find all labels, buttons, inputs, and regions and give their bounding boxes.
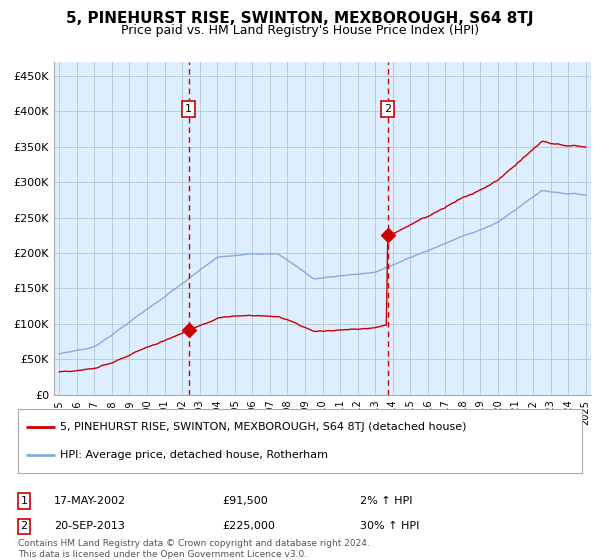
Text: £225,000: £225,000 <box>222 521 275 531</box>
Text: 5, PINEHURST RISE, SWINTON, MEXBOROUGH, S64 8TJ (detached house): 5, PINEHURST RISE, SWINTON, MEXBOROUGH, … <box>60 422 467 432</box>
Text: Contains HM Land Registry data © Crown copyright and database right 2024.
This d: Contains HM Land Registry data © Crown c… <box>18 539 370 559</box>
Text: 2% ↑ HPI: 2% ↑ HPI <box>360 496 413 506</box>
Text: HPI: Average price, detached house, Rotherham: HPI: Average price, detached house, Roth… <box>60 450 328 460</box>
Text: 1: 1 <box>20 496 28 506</box>
Text: £91,500: £91,500 <box>222 496 268 506</box>
Text: 1: 1 <box>185 104 192 114</box>
Text: Price paid vs. HM Land Registry's House Price Index (HPI): Price paid vs. HM Land Registry's House … <box>121 24 479 36</box>
Text: 5, PINEHURST RISE, SWINTON, MEXBOROUGH, S64 8TJ: 5, PINEHURST RISE, SWINTON, MEXBOROUGH, … <box>66 11 534 26</box>
Text: 2: 2 <box>384 104 391 114</box>
Text: 20-SEP-2013: 20-SEP-2013 <box>54 521 125 531</box>
Text: 2: 2 <box>20 521 28 531</box>
Text: 17-MAY-2002: 17-MAY-2002 <box>54 496 126 506</box>
Text: 30% ↑ HPI: 30% ↑ HPI <box>360 521 419 531</box>
